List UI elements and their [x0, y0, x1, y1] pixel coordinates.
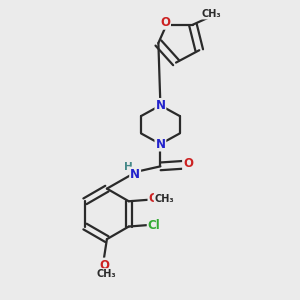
Text: O: O [99, 259, 109, 272]
Text: CH₃: CH₃ [154, 194, 174, 204]
Text: N: N [155, 99, 165, 112]
Text: Cl: Cl [148, 218, 160, 232]
Text: H: H [124, 162, 133, 172]
Text: O: O [148, 192, 158, 205]
Text: N: N [155, 138, 165, 151]
Text: O: O [183, 157, 193, 170]
Text: CH₃: CH₃ [97, 269, 116, 279]
Text: N: N [130, 168, 140, 181]
Text: O: O [160, 16, 170, 29]
Text: CH₃: CH₃ [202, 9, 221, 19]
